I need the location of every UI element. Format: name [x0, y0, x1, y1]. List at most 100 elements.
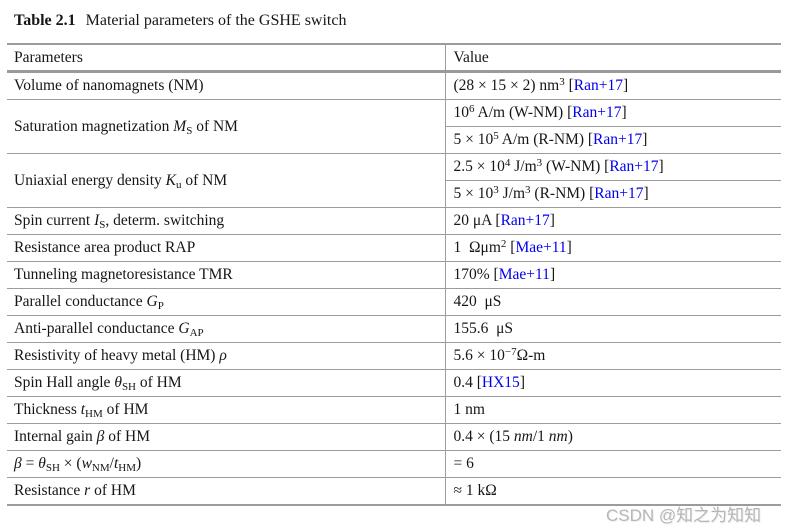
- text-segment: = 6: [453, 455, 474, 473]
- text-segment: of HM: [104, 428, 151, 446]
- table-caption-text: Material parameters of the GSHE switch: [85, 12, 347, 29]
- text-segment: 0.4: [453, 374, 477, 392]
- citation-link[interactable]: Ran+17: [609, 158, 659, 176]
- text-segment: Thickness: [14, 401, 81, 419]
- parameter-cell: Spin current IS, determ. switching: [7, 207, 445, 235]
- table-row: Parallel conductance GP 420 μS: [7, 288, 781, 316]
- table-row: β = θSH × (wNM/tHM) = 6: [7, 450, 781, 478]
- value-cell: 20 μA [Ran+17]: [444, 207, 781, 235]
- text-segment: 170%: [453, 266, 494, 284]
- text-segment: 1 nm: [453, 401, 485, 419]
- math-italic-segment: nm: [513, 428, 533, 446]
- superscript-segment: 4: [504, 157, 511, 170]
- citation-bracket: [: [510, 239, 516, 257]
- value-cell: 5 × 105 A/m (R-NM) [Ran+17]: [444, 126, 781, 154]
- subscript-segment: u: [176, 178, 182, 191]
- table-row: 5 × 103 J/m3 (R-NM) [Ran+17]: [7, 180, 781, 208]
- text-segment: Saturation magnetization: [14, 117, 174, 135]
- watermark: CSDN @知之为知知: [606, 506, 762, 525]
- citation-bracket: ]: [623, 77, 629, 95]
- citation-bracket: [: [587, 131, 594, 149]
- superscript-segment: 3: [559, 76, 565, 89]
- value-cell: 420 μS: [444, 288, 781, 316]
- text-segment: /: [109, 455, 114, 473]
- table-row: Saturation magnetization MS of NM 106 A/m…: [7, 99, 781, 154]
- citation-bracket: ]: [549, 266, 556, 284]
- table-row: Spin current IS, determ. switching 20 μA …: [7, 207, 781, 235]
- superscript-segment: 3: [536, 157, 543, 170]
- text-segment: 10: [453, 104, 470, 122]
- text-segment: =: [21, 455, 39, 473]
- parameter-cell: Uniaxial energy density Ku of NM: [7, 153, 445, 208]
- subscript-segment: S: [186, 124, 193, 137]
- value-cell: 0.4 [HX15]: [444, 369, 781, 397]
- parameter-cell: Resistance area product RAP: [7, 234, 445, 262]
- citation-link[interactable]: Ran+17: [500, 212, 550, 230]
- citation-bracket: [: [493, 266, 499, 284]
- parameter-cell: Resistance r of HM: [7, 477, 445, 506]
- citation-link[interactable]: Ran+17: [594, 185, 644, 203]
- superscript-segment: 3: [493, 184, 499, 197]
- table-row: Spin Hall angle θSH of HM 0.4 [HX15]: [7, 369, 781, 397]
- subscript-segment: P: [157, 300, 164, 313]
- text-segment: 155.6 μS: [453, 320, 514, 338]
- parameter-cell: Anti-parallel conductance GAP: [7, 315, 445, 343]
- citation-bracket: ]: [643, 185, 649, 203]
- text-segment: Internal gain: [14, 428, 97, 446]
- value-cell: 0.4 × (15 nm/1 nm): [444, 423, 781, 451]
- value-cell: 1 nm: [444, 396, 781, 424]
- text-segment: 1 Ωμm: [453, 239, 501, 257]
- math-italic-segment: t: [113, 455, 119, 473]
- parameter-cell: Saturation magnetization MS of NM: [7, 99, 445, 154]
- value-cell: = 6: [444, 450, 781, 478]
- citation-bracket: ]: [519, 374, 525, 392]
- citation-link[interactable]: Ran+17: [572, 104, 622, 122]
- subscript-segment: HM: [85, 408, 103, 421]
- value-cell: ≈ 1 kΩ: [444, 477, 781, 506]
- column-header-parameters: Parameters: [7, 44, 445, 73]
- citation-link[interactable]: Ran+17: [573, 77, 624, 95]
- text-segment: ≈ 1 kΩ: [453, 482, 497, 500]
- citation-bracket: [: [567, 104, 573, 122]
- parameter-cell: Parallel conductance GP: [7, 288, 445, 316]
- subscript-segment: AP: [189, 327, 204, 340]
- math-italic-segment: I: [94, 212, 100, 230]
- citation-bracket: ]: [549, 212, 555, 230]
- parameter-cell: Tunneling magnetoresistance TMR: [7, 261, 445, 289]
- citation-link[interactable]: Mae+11: [515, 239, 567, 257]
- table-row: Anti-parallel conductance GAP 155.6 μS: [7, 315, 781, 343]
- math-italic-segment: t: [80, 401, 86, 419]
- text-segment: 5.6 × 10: [453, 347, 505, 365]
- citation-link[interactable]: Ran+17: [593, 131, 643, 149]
- text-segment: Anti-parallel conductance: [14, 320, 179, 338]
- text-segment: 0.4 × (15: [453, 428, 514, 446]
- citation-link[interactable]: HX15: [481, 374, 520, 392]
- subscript-segment: S: [99, 219, 106, 232]
- text-segment: 20 μA: [453, 212, 496, 230]
- superscript-segment: 6: [469, 103, 475, 116]
- text-segment: Volume of nanomagnets (NM): [14, 77, 204, 95]
- math-italic-segment: ρ: [219, 347, 227, 365]
- text-segment: 5 × 10: [453, 185, 494, 203]
- value-cell: 155.6 μS: [444, 315, 781, 343]
- table-caption: Table 2.1 Material parameters of the GSHE…: [14, 12, 346, 30]
- math-italic-segment: r: [84, 482, 91, 500]
- citation-bracket: ]: [642, 131, 648, 149]
- text-segment: /1: [532, 428, 549, 446]
- material-parameters-table: Parameters Value Volume of nanomagnets (…: [7, 43, 781, 506]
- parameter-cell: Internal gain β of HM: [7, 423, 445, 451]
- text-segment: 2.5 × 10: [453, 158, 505, 176]
- text-segment: ): [136, 455, 142, 473]
- table-caption-label: Table 2.1: [14, 12, 76, 29]
- value-cell: 1 Ωμm2 [Mae+11]: [444, 234, 781, 262]
- parameter-cell: Resistivity of heavy metal (HM) ρ: [7, 342, 445, 370]
- text-segment: Parallel conductance: [14, 293, 147, 311]
- text-segment: Uniaxial energy density: [14, 171, 166, 189]
- text-segment: (R-NM): [530, 185, 590, 203]
- math-italic-segment: θ: [38, 455, 46, 473]
- citation-link[interactable]: Mae+11: [498, 266, 550, 284]
- text-segment: of HM: [90, 482, 136, 500]
- table-header: Parameters Value: [7, 44, 781, 73]
- math-italic-segment: w: [81, 455, 92, 473]
